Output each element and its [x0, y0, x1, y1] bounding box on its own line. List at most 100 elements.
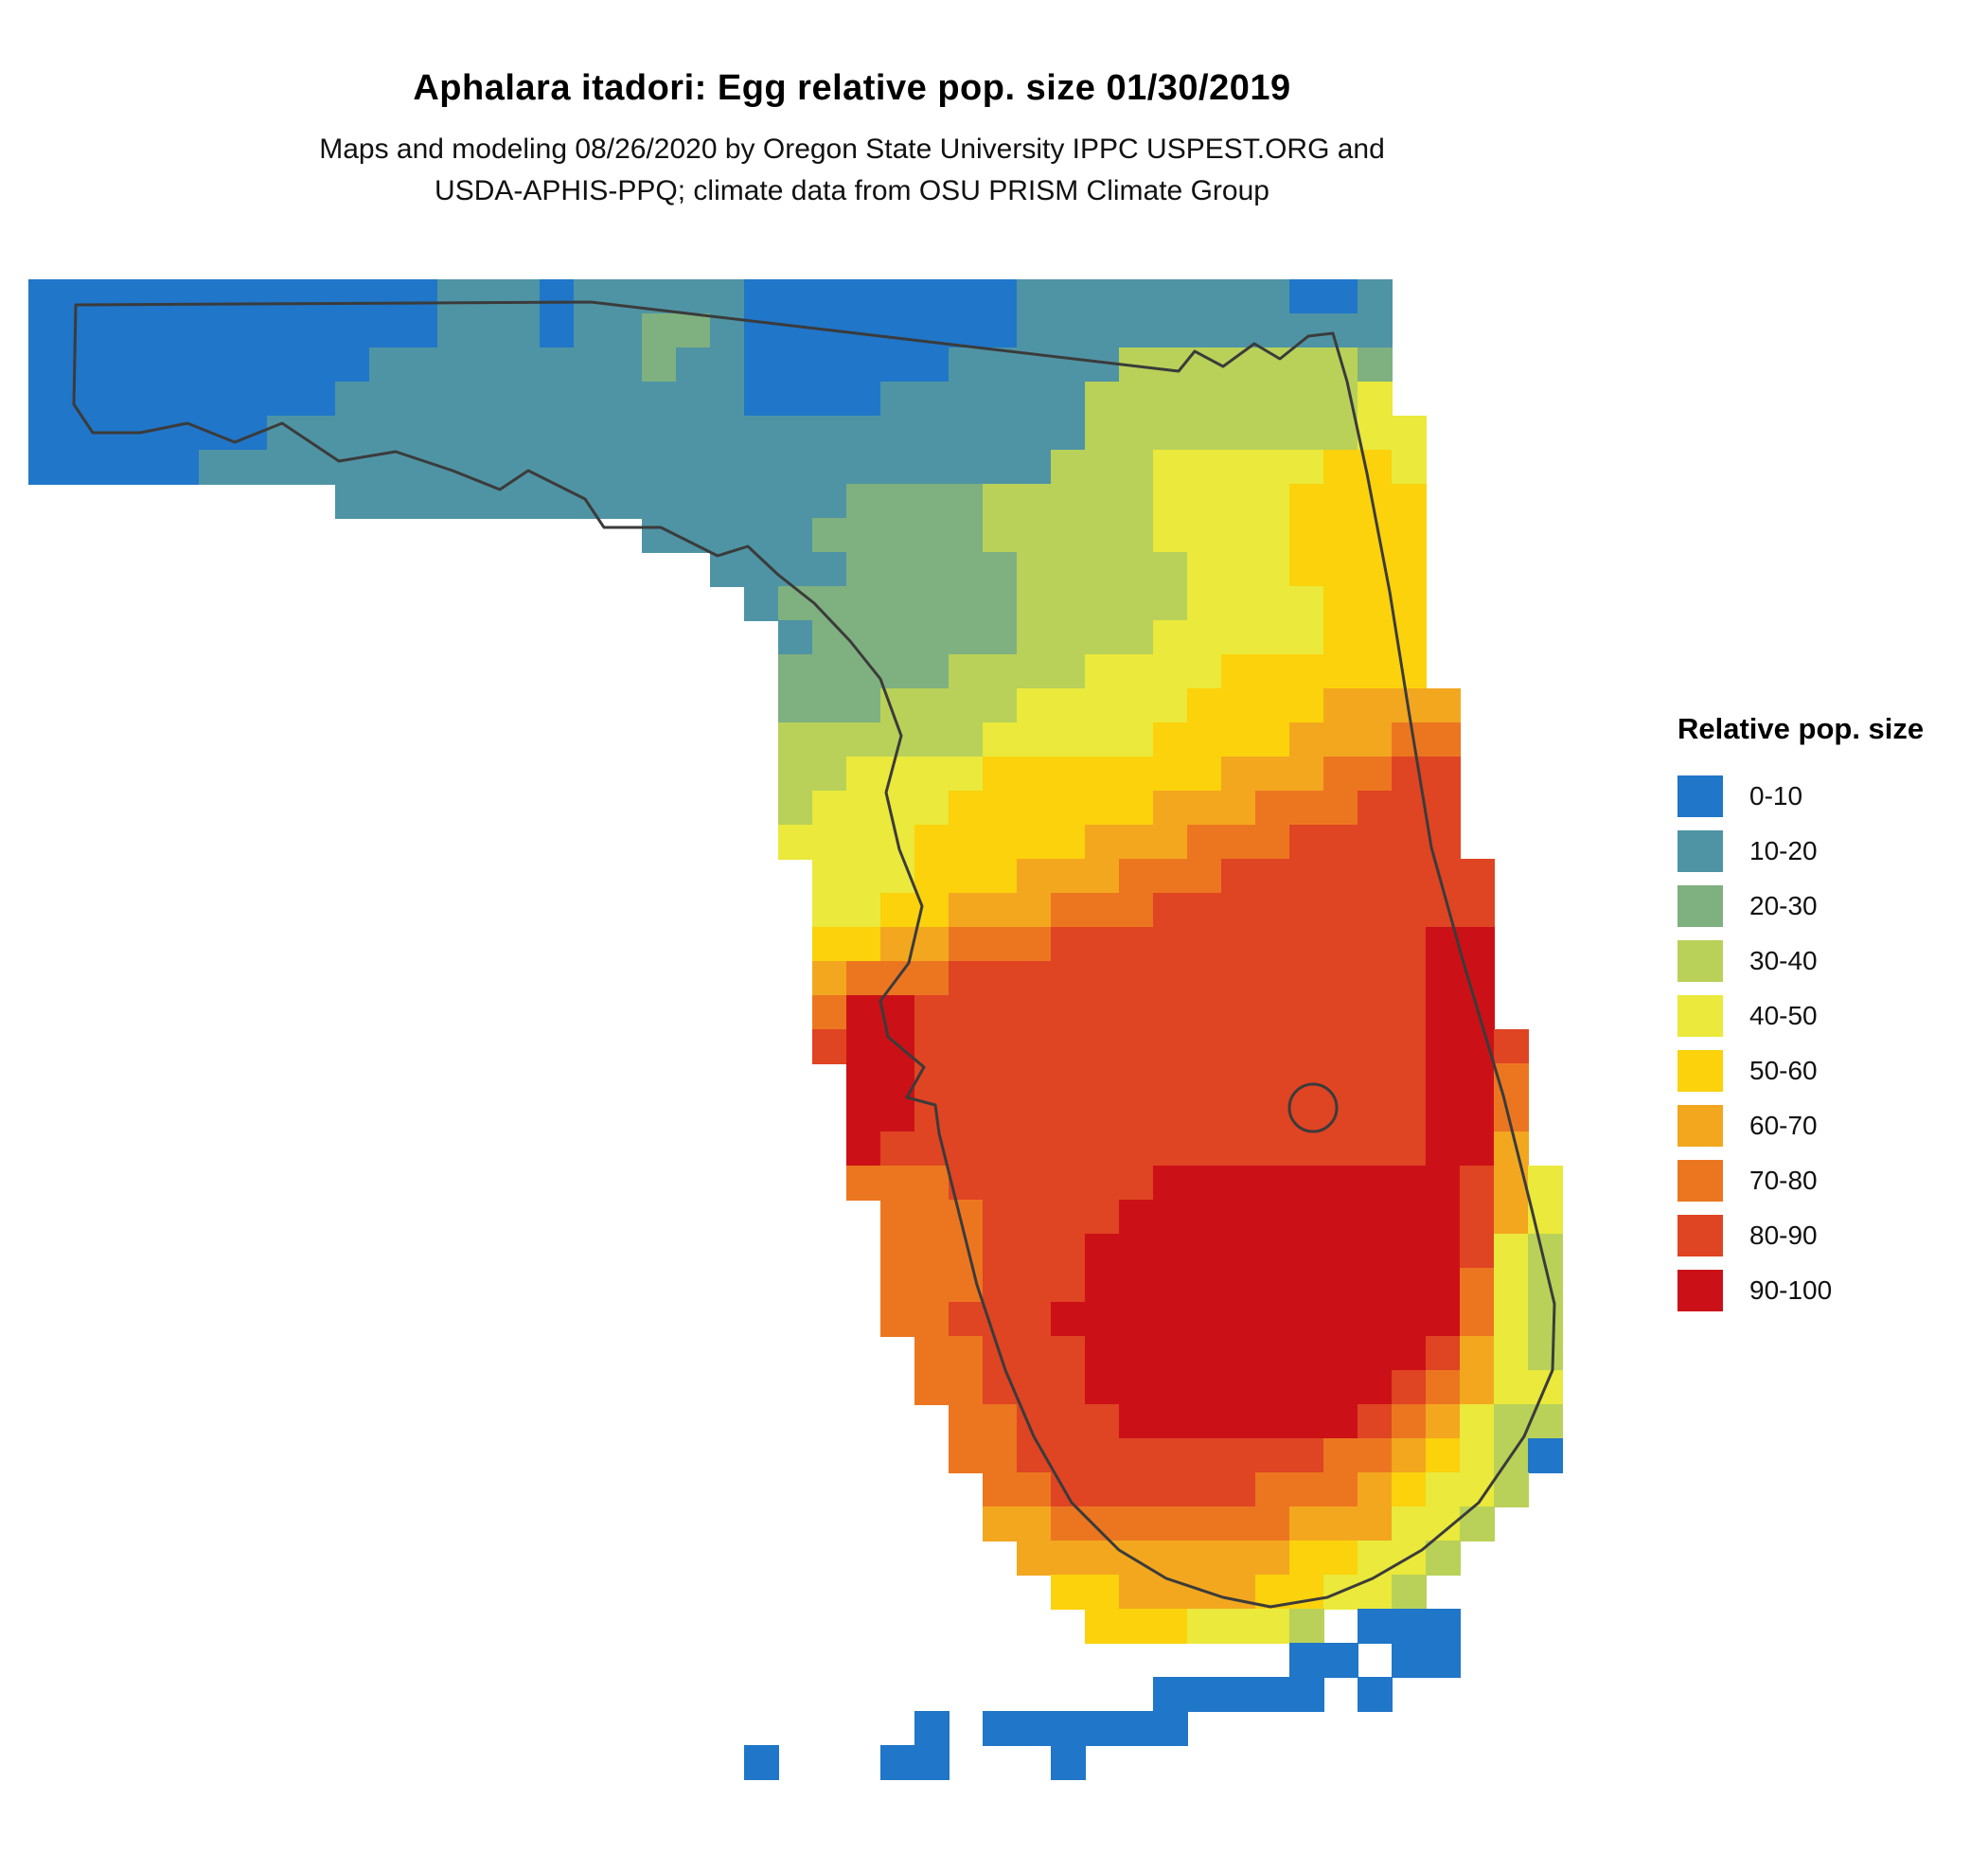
- raster-cell: [812, 791, 847, 826]
- raster-cell: [983, 893, 1018, 928]
- raster-cell: [1085, 450, 1120, 485]
- raster-cell: [165, 347, 200, 383]
- raster-cell: [676, 450, 711, 485]
- raster-cell: [1289, 1370, 1324, 1405]
- raster-cell: [1358, 1575, 1393, 1610]
- raster-cell: [880, 586, 915, 621]
- raster-cell: [1255, 347, 1290, 383]
- legend-entry: 90-100: [1677, 1263, 1980, 1318]
- raster-cell: [335, 416, 370, 451]
- raster-cell: [1323, 1302, 1358, 1337]
- raster-cell: [1426, 893, 1461, 928]
- raster-cell: [1392, 1472, 1427, 1507]
- raster-cell: [1085, 279, 1120, 314]
- raster-cell: [1153, 382, 1188, 417]
- raster-cell: [880, 1268, 915, 1303]
- raster-cell: [880, 1063, 915, 1098]
- raster-cell: [1051, 416, 1086, 451]
- raster-cell: [642, 518, 677, 553]
- florida-heatmap: [28, 279, 1664, 1813]
- raster-cell: [1153, 450, 1188, 485]
- raster-cell: [1221, 893, 1256, 928]
- raster-cell: [1255, 518, 1290, 553]
- raster-cell: [199, 382, 234, 417]
- raster-cell: [28, 382, 63, 417]
- raster-cell: [1358, 995, 1393, 1030]
- raster-cell: [1153, 586, 1188, 621]
- raster-cell: [1153, 1609, 1188, 1644]
- raster-cell: [1358, 1541, 1393, 1576]
- raster-cell: [983, 791, 1018, 826]
- raster-cell: [983, 552, 1018, 587]
- raster-cell: [1051, 552, 1086, 587]
- raster-cell: [949, 313, 984, 348]
- raster-cell: [1323, 927, 1358, 962]
- raster-cell: [1051, 1029, 1086, 1064]
- raster-cell: [1119, 1472, 1154, 1507]
- raster-cell: [1289, 688, 1324, 723]
- raster-cell: [744, 484, 779, 519]
- raster-cell: [1289, 859, 1324, 894]
- raster-cell: [1289, 1132, 1324, 1167]
- legend-swatch: [1677, 995, 1723, 1037]
- raster-cell: [1494, 1370, 1529, 1405]
- raster-cell: [1153, 518, 1188, 553]
- raster-cell: [1323, 1643, 1358, 1678]
- raster-cell: [1323, 1029, 1358, 1064]
- raster-cell: [267, 450, 302, 485]
- raster-cell: [1085, 791, 1120, 826]
- raster-cell: [1358, 1063, 1393, 1098]
- raster-cell: [846, 586, 881, 621]
- legend-entry: 60-70: [1677, 1098, 1980, 1153]
- raster-cell: [335, 279, 370, 314]
- raster-cell: [1255, 688, 1290, 723]
- raster-cell: [949, 791, 984, 826]
- raster-cell: [846, 1132, 881, 1167]
- raster-cell: [880, 1745, 915, 1780]
- raster-cell: [1255, 1302, 1290, 1337]
- raster-cell: [199, 416, 234, 451]
- raster-cell: [1017, 1029, 1052, 1064]
- raster-cell: [131, 347, 166, 383]
- raster-cell: [1119, 1404, 1154, 1439]
- raster-cell: [1221, 1404, 1256, 1439]
- raster-cell: [1358, 1302, 1393, 1337]
- raster-cell: [949, 722, 984, 757]
- raster-cell: [131, 382, 166, 417]
- raster-cell: [1460, 927, 1495, 962]
- raster-cell: [1323, 1336, 1358, 1371]
- raster-cell: [1289, 1472, 1324, 1507]
- raster-cell: [1323, 1097, 1358, 1132]
- raster-cell: [1358, 1029, 1393, 1064]
- raster-cell: [1494, 1132, 1529, 1167]
- raster-cell: [983, 586, 1018, 621]
- raster-cell: [914, 1132, 950, 1167]
- raster-cell: [914, 1302, 950, 1337]
- raster-cell: [1323, 552, 1358, 587]
- raster-cell: [1358, 1268, 1393, 1303]
- raster-cell: [1017, 450, 1052, 485]
- raster-cell: [812, 757, 847, 792]
- raster-cell: [1494, 1166, 1529, 1201]
- raster-cell: [1426, 791, 1461, 826]
- raster-cell: [1255, 620, 1290, 655]
- raster-cell: [1528, 1234, 1563, 1269]
- raster-cell: [949, 1132, 984, 1167]
- raster-cell: [540, 347, 575, 383]
- raster-cell: [1187, 1336, 1222, 1371]
- legend-swatch: [1677, 885, 1723, 927]
- raster-cell: [1426, 1336, 1461, 1371]
- raster-cell: [914, 1200, 950, 1235]
- raster-cell: [1017, 1097, 1052, 1132]
- raster-cell: [1323, 518, 1358, 553]
- raster-cell: [1460, 1268, 1495, 1303]
- raster-cell: [1017, 518, 1052, 553]
- raster-cell: [233, 347, 268, 383]
- raster-cell: [1426, 688, 1461, 723]
- raster-cell: [1289, 1097, 1324, 1132]
- raster-cell: [1255, 382, 1290, 417]
- raster-cell: [1153, 1677, 1188, 1712]
- raster-cell: [846, 654, 881, 689]
- raster-cell: [1017, 961, 1052, 996]
- raster-cell: [1289, 995, 1324, 1030]
